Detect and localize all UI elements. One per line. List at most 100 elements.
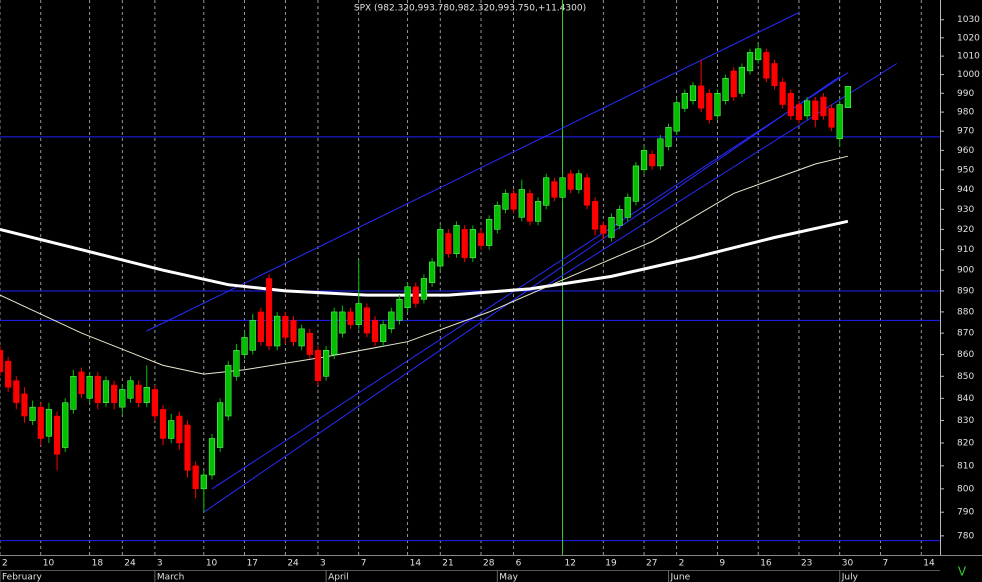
y-tick-label: 940 <box>957 185 974 195</box>
y-tick-label: 800 <box>957 484 974 494</box>
candle-body <box>159 409 167 439</box>
candle-body <box>290 320 297 342</box>
x-tick-label: 21 <box>442 559 453 569</box>
candle-body <box>502 193 509 210</box>
candle-body <box>510 193 517 210</box>
x-tick-label: 14 <box>410 559 422 569</box>
candle-body <box>453 225 460 255</box>
candle-body <box>812 100 819 120</box>
x-tick-label: 7 <box>882 559 888 569</box>
candle-body <box>127 380 134 399</box>
y-tick-label: 890 <box>957 286 974 296</box>
candle-body <box>763 52 770 79</box>
y-tick-label: 830 <box>957 416 974 426</box>
candle-body <box>469 229 476 259</box>
candle-body <box>70 376 77 410</box>
candle-body <box>404 286 411 308</box>
candle-body <box>722 78 729 102</box>
candle-body <box>689 85 697 102</box>
candle-body <box>225 365 232 417</box>
candle-body <box>795 104 803 120</box>
y-tick-label: 990 <box>957 89 974 99</box>
x-tick-label: 28 <box>483 559 495 569</box>
month-label: March <box>157 573 184 582</box>
candle-body <box>632 165 640 202</box>
candle-body <box>730 70 737 98</box>
x-tick-label: 24 <box>287 559 299 569</box>
candle-body <box>828 108 835 128</box>
candle-body <box>94 376 101 403</box>
y-tick-label: 790 <box>957 508 974 518</box>
candle-body <box>200 474 207 490</box>
y-tick-label: 1010 <box>957 52 980 62</box>
candle-body <box>257 311 264 342</box>
candle-body <box>486 219 493 246</box>
chart-title: SPX (982.320,993.780,982.320,993.750,+11… <box>354 4 586 14</box>
candle-body <box>477 233 485 246</box>
candle-body <box>844 85 851 108</box>
trendline <box>211 72 849 490</box>
candle-body <box>241 337 248 355</box>
candle-body <box>323 350 330 377</box>
candle-body <box>5 360 12 388</box>
candle-body <box>331 311 338 355</box>
candle-body <box>151 389 159 417</box>
candle-body <box>282 315 289 338</box>
candle-body <box>176 415 183 444</box>
trendline <box>537 63 898 292</box>
candle-body <box>836 104 843 140</box>
candle-body <box>412 286 419 304</box>
x-tick-label: 23 <box>801 559 812 569</box>
x-tick-label: 19 <box>605 559 617 569</box>
candle-body <box>640 150 648 171</box>
candle-body <box>265 278 273 347</box>
y-tick-label: 870 <box>957 329 974 339</box>
x-tick-label: 3 <box>320 559 326 569</box>
candle-body <box>771 63 778 87</box>
y-tick-label: 1020 <box>957 33 980 43</box>
candle-body <box>787 93 794 117</box>
candle-body <box>396 299 403 321</box>
candle-body <box>649 154 656 167</box>
y-tick-label: 880 <box>957 307 974 317</box>
candle-body <box>608 217 615 238</box>
month-label: June <box>670 573 691 582</box>
candle-body <box>461 229 468 259</box>
x-tick-label: 10 <box>206 559 218 569</box>
y-tick-label: 910 <box>957 245 974 255</box>
candle-body <box>820 96 827 117</box>
candle-body <box>13 380 20 403</box>
y-tick-label: 840 <box>957 394 974 404</box>
corner-label: V <box>958 565 967 579</box>
candle-body <box>363 307 370 334</box>
candle-body <box>355 303 362 325</box>
candle-body <box>665 127 672 147</box>
y-tick-label: 960 <box>957 146 974 156</box>
candle-body <box>37 406 44 439</box>
candle-body <box>29 406 36 421</box>
candle-body <box>45 409 53 437</box>
x-tick-label: 9 <box>719 559 725 569</box>
candle-body <box>437 229 444 267</box>
candle-body <box>53 415 61 455</box>
candle-body <box>249 320 256 351</box>
y-tick-label: 970 <box>957 127 974 137</box>
candle-body <box>445 233 452 255</box>
candle-body <box>600 225 607 234</box>
candle-body <box>755 48 762 61</box>
x-tick-label: 27 <box>646 559 657 569</box>
x-tick-label: 12 <box>565 559 576 569</box>
candle-body <box>738 66 745 94</box>
candle-body <box>657 138 664 167</box>
x-tick-label: 30 <box>842 559 854 569</box>
x-tick-label: 14 <box>923 559 935 569</box>
candle-body <box>388 311 395 330</box>
candle-body <box>208 438 216 476</box>
x-tick-label: 18 <box>92 559 104 569</box>
candle-body <box>102 380 110 403</box>
y-tick-label: 980 <box>957 108 974 118</box>
candle-body <box>567 173 574 190</box>
month-label: April <box>328 573 349 582</box>
